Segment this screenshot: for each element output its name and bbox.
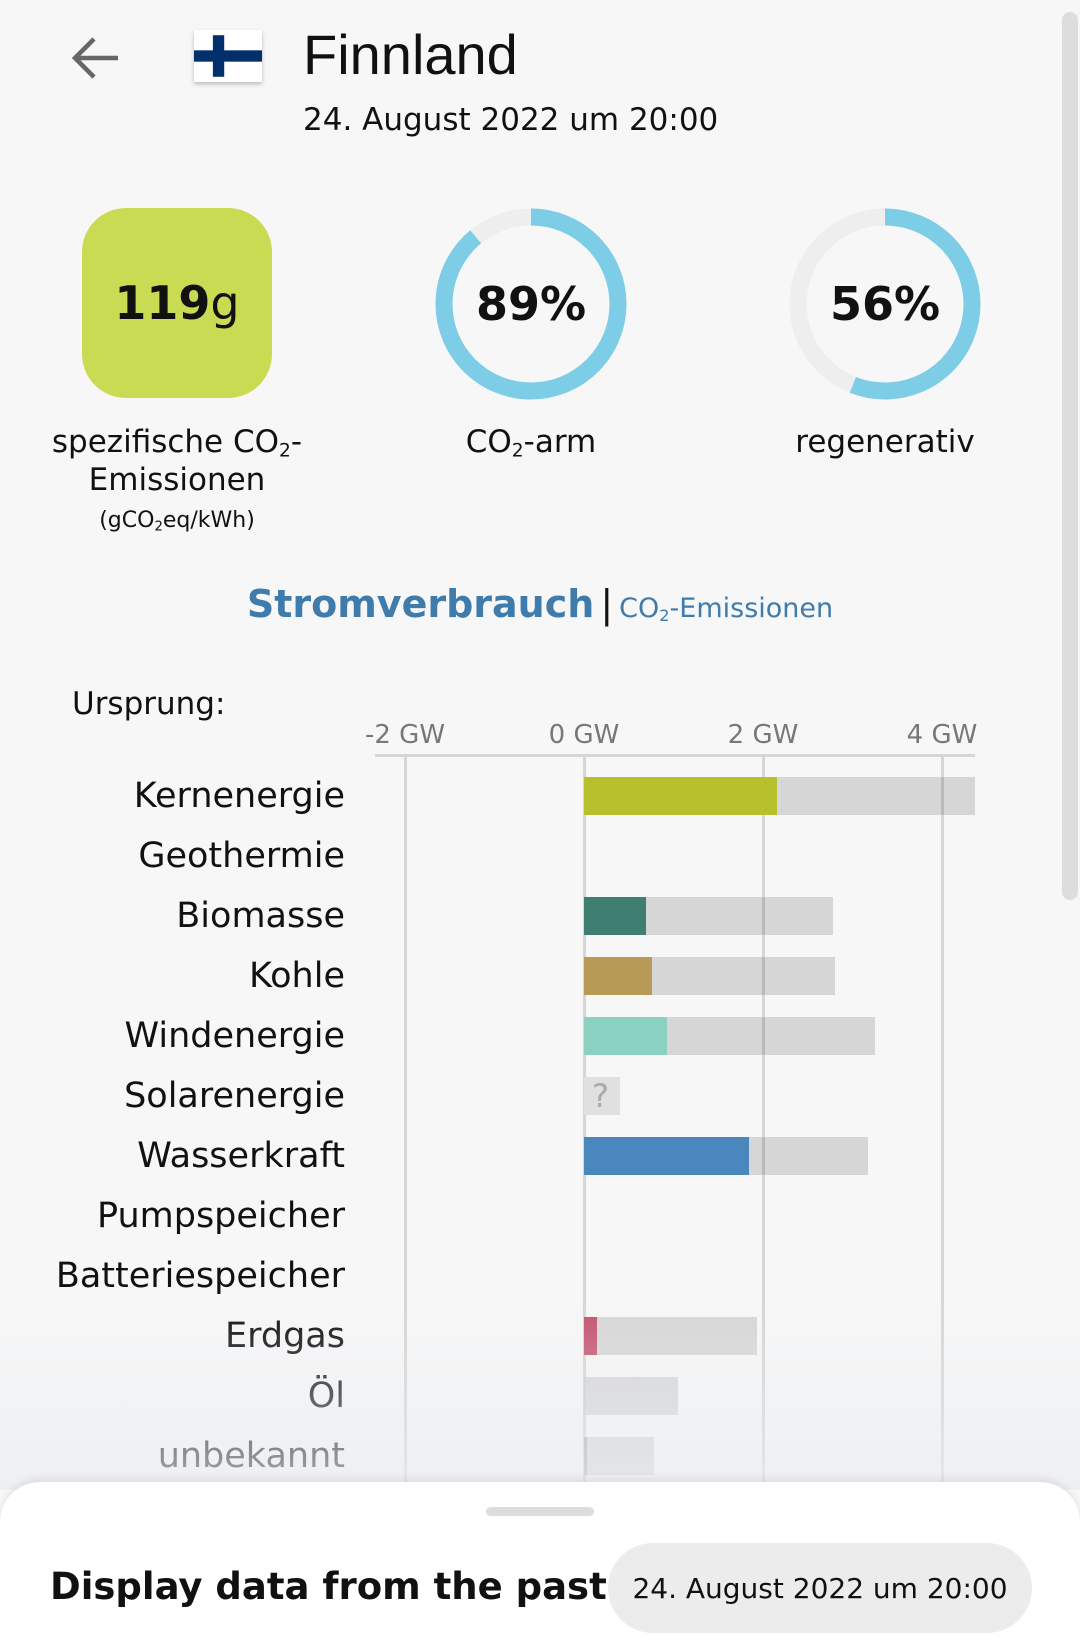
back-arrow-icon[interactable] xyxy=(68,30,124,86)
view-tabs: Stromverbrauch | CO2-Emissionen xyxy=(0,582,1080,626)
intensity-unit-label: (gCO2eq/kWh) xyxy=(99,508,255,535)
scroll-fade xyxy=(0,1300,1080,1490)
tick-label: 2 GW xyxy=(727,720,799,750)
value-bar[interactable] xyxy=(584,897,646,935)
renewable-ring: 56% xyxy=(789,208,981,400)
intensity-unit: g xyxy=(210,276,240,330)
tick-label: 0 GW xyxy=(548,720,620,750)
intensity-value: 119 xyxy=(114,276,211,330)
value-bar[interactable] xyxy=(584,1017,668,1055)
x-axis-line xyxy=(375,754,975,757)
category-label: Pumpspeicher xyxy=(96,1196,345,1236)
value-bar[interactable] xyxy=(584,777,778,815)
gridline xyxy=(762,756,765,1486)
date-picker-button[interactable]: 24. August 2022 um 20:00 xyxy=(608,1543,1032,1633)
page-title: Finnland xyxy=(303,23,518,86)
scrollbar[interactable] xyxy=(1062,12,1078,900)
renewable-value: 56% xyxy=(829,277,941,331)
carbon-intensity-badge: 119 g xyxy=(82,208,272,398)
low-carbon-label: CO2-arm xyxy=(465,424,597,462)
timestamp: 24. August 2022 um 20:00 xyxy=(303,102,719,138)
tab-separator: | xyxy=(600,582,614,626)
tab-co2-emissionen[interactable]: CO2-Emissionen xyxy=(619,593,834,626)
chart-title: Ursprung: xyxy=(72,686,226,722)
ring-progress xyxy=(435,208,627,400)
tick-label: -2 GW xyxy=(364,720,446,750)
tick-label: 4 GW xyxy=(906,720,978,750)
low-carbon-ring: 89% xyxy=(435,208,627,400)
value-bar[interactable] xyxy=(584,1137,749,1175)
gridline xyxy=(404,756,407,1486)
sheet-drag-handle[interactable] xyxy=(486,1507,594,1516)
finland-flag-icon xyxy=(194,30,262,82)
category-label: Solarenergie xyxy=(124,1076,345,1116)
renewable-label: regenerativ xyxy=(795,424,975,460)
category-label: Biomasse xyxy=(176,896,345,936)
low-carbon-value: 89% xyxy=(475,277,587,331)
ring-progress xyxy=(789,208,981,400)
tab-stromverbrauch[interactable]: Stromverbrauch xyxy=(246,582,595,626)
gridline xyxy=(583,756,586,1486)
category-label: Windenergie xyxy=(124,1016,345,1056)
category-label: Wasserkraft xyxy=(137,1136,345,1176)
category-label: Kernenergie xyxy=(133,776,345,816)
category-label: Geothermie xyxy=(138,836,345,876)
category-label: Batteriespeicher xyxy=(55,1256,345,1296)
category-label: Kohle xyxy=(248,956,345,996)
unknown-value-marker: ? xyxy=(584,1077,620,1115)
past-data-label: Display data from the past xyxy=(50,1565,607,1608)
gridline xyxy=(941,756,944,1486)
intensity-label: spezifische CO2- Emissionen xyxy=(51,424,303,498)
value-bar[interactable] xyxy=(584,957,653,995)
